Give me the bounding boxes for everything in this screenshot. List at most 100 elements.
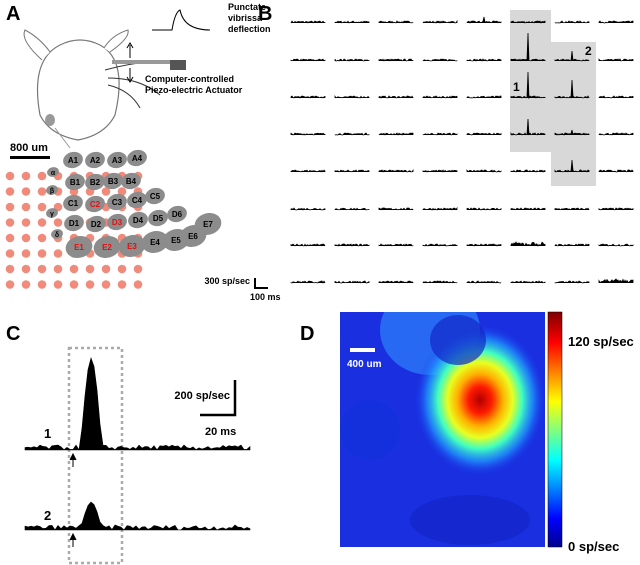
electrode-site [37,280,47,289]
psth-trace [334,132,370,136]
barrel-label: E4 [150,238,160,247]
psth-trace [554,243,590,247]
barrel-label: D3 [112,218,123,227]
electrode-site [21,202,31,212]
barrel-label: A4 [132,154,143,163]
psth-trace [554,50,590,62]
barrel [141,230,169,254]
barrel-label: A1 [68,156,79,165]
barrel-label: A2 [90,156,101,165]
actuator-rod [112,60,172,64]
scale-bar [10,156,50,159]
psth-trace [422,169,458,173]
psth-trace [598,132,634,136]
barrel-label: C4 [132,196,143,205]
electrode-site [5,233,15,243]
barrel-label: C3 [112,198,123,207]
psth-trace [378,95,414,99]
electrode-site [37,171,47,181]
electrode-site [101,187,111,196]
barrel-label: E7 [203,220,213,229]
colorbar-min: 0 sp/sec [568,539,619,554]
psth-trace [510,241,546,247]
psth-trace [466,132,502,136]
electrode-site [53,280,63,289]
psth-trace [378,58,414,62]
site-label: 1 [513,80,520,94]
electrode-site [37,218,47,227]
barrel [85,151,105,169]
electrode-site [21,264,31,274]
barrel-label: D2 [91,220,102,229]
panel-label: D [300,323,314,345]
electrode-site [117,280,127,289]
barrel [127,191,147,209]
electrode-site [101,280,111,289]
psth-trace [554,207,590,211]
electrode-site [5,280,15,289]
barrel-label: D4 [133,216,144,225]
psth-trace [24,501,251,531]
electrode-site [133,264,143,274]
psth-trace [466,280,502,284]
electrode-site [5,202,15,212]
barrel [63,194,83,212]
psth-trace [378,132,414,136]
psth-trace [422,280,458,284]
stimulus-label: vibrissa [228,13,263,23]
electrode-site [21,187,31,196]
colorbar [547,311,563,548]
barrel [47,167,59,177]
psth-trace [466,207,502,211]
highlight-box [551,42,596,186]
psth-trace [290,20,326,24]
site-label: 2 [585,44,592,58]
barrel [107,193,127,211]
barrel-label: E2 [102,243,112,252]
electrode-site [21,218,31,227]
electrode-site [5,249,15,258]
barrel-label: B2 [90,178,101,187]
barrel [86,215,106,233]
barrel-label: E1 [74,243,84,252]
electrode-site [37,202,47,212]
barrel-label: D5 [153,214,164,223]
electrode-site [21,249,31,258]
barrel-label: E3 [127,242,137,251]
psth-trace [422,19,458,24]
barrel [118,234,146,258]
psth-trace [466,168,502,173]
psth-trace [378,207,414,211]
barrel [93,235,121,259]
psth-trace [510,280,546,284]
barrel [46,185,58,195]
psth-trace [554,280,590,284]
psth-trace [334,207,370,211]
psth-trace [510,32,546,62]
barrel [63,151,83,169]
trace-label: 1 [44,426,51,441]
barrel [194,212,222,236]
psth-trace [598,20,634,24]
psth-trace [598,278,634,284]
psth-trace [422,132,458,136]
scale-bar [200,380,237,417]
psth-trace [554,20,590,24]
psth-trace [334,243,370,247]
electrode-site [53,264,63,274]
colorbar-max: 120 sp/sec [568,334,634,349]
pointer [54,127,71,149]
barrel-label: A3 [112,156,123,165]
psth-trace [598,58,634,62]
barrel [64,214,84,232]
psth-trace [290,280,326,284]
scale-bar [350,348,375,352]
psth-trace [290,95,326,99]
trace-label: 2 [44,508,51,523]
psth-trace [598,169,634,173]
motion-arrow [126,42,134,83]
electrode-site [69,280,79,289]
barrel [85,173,105,191]
